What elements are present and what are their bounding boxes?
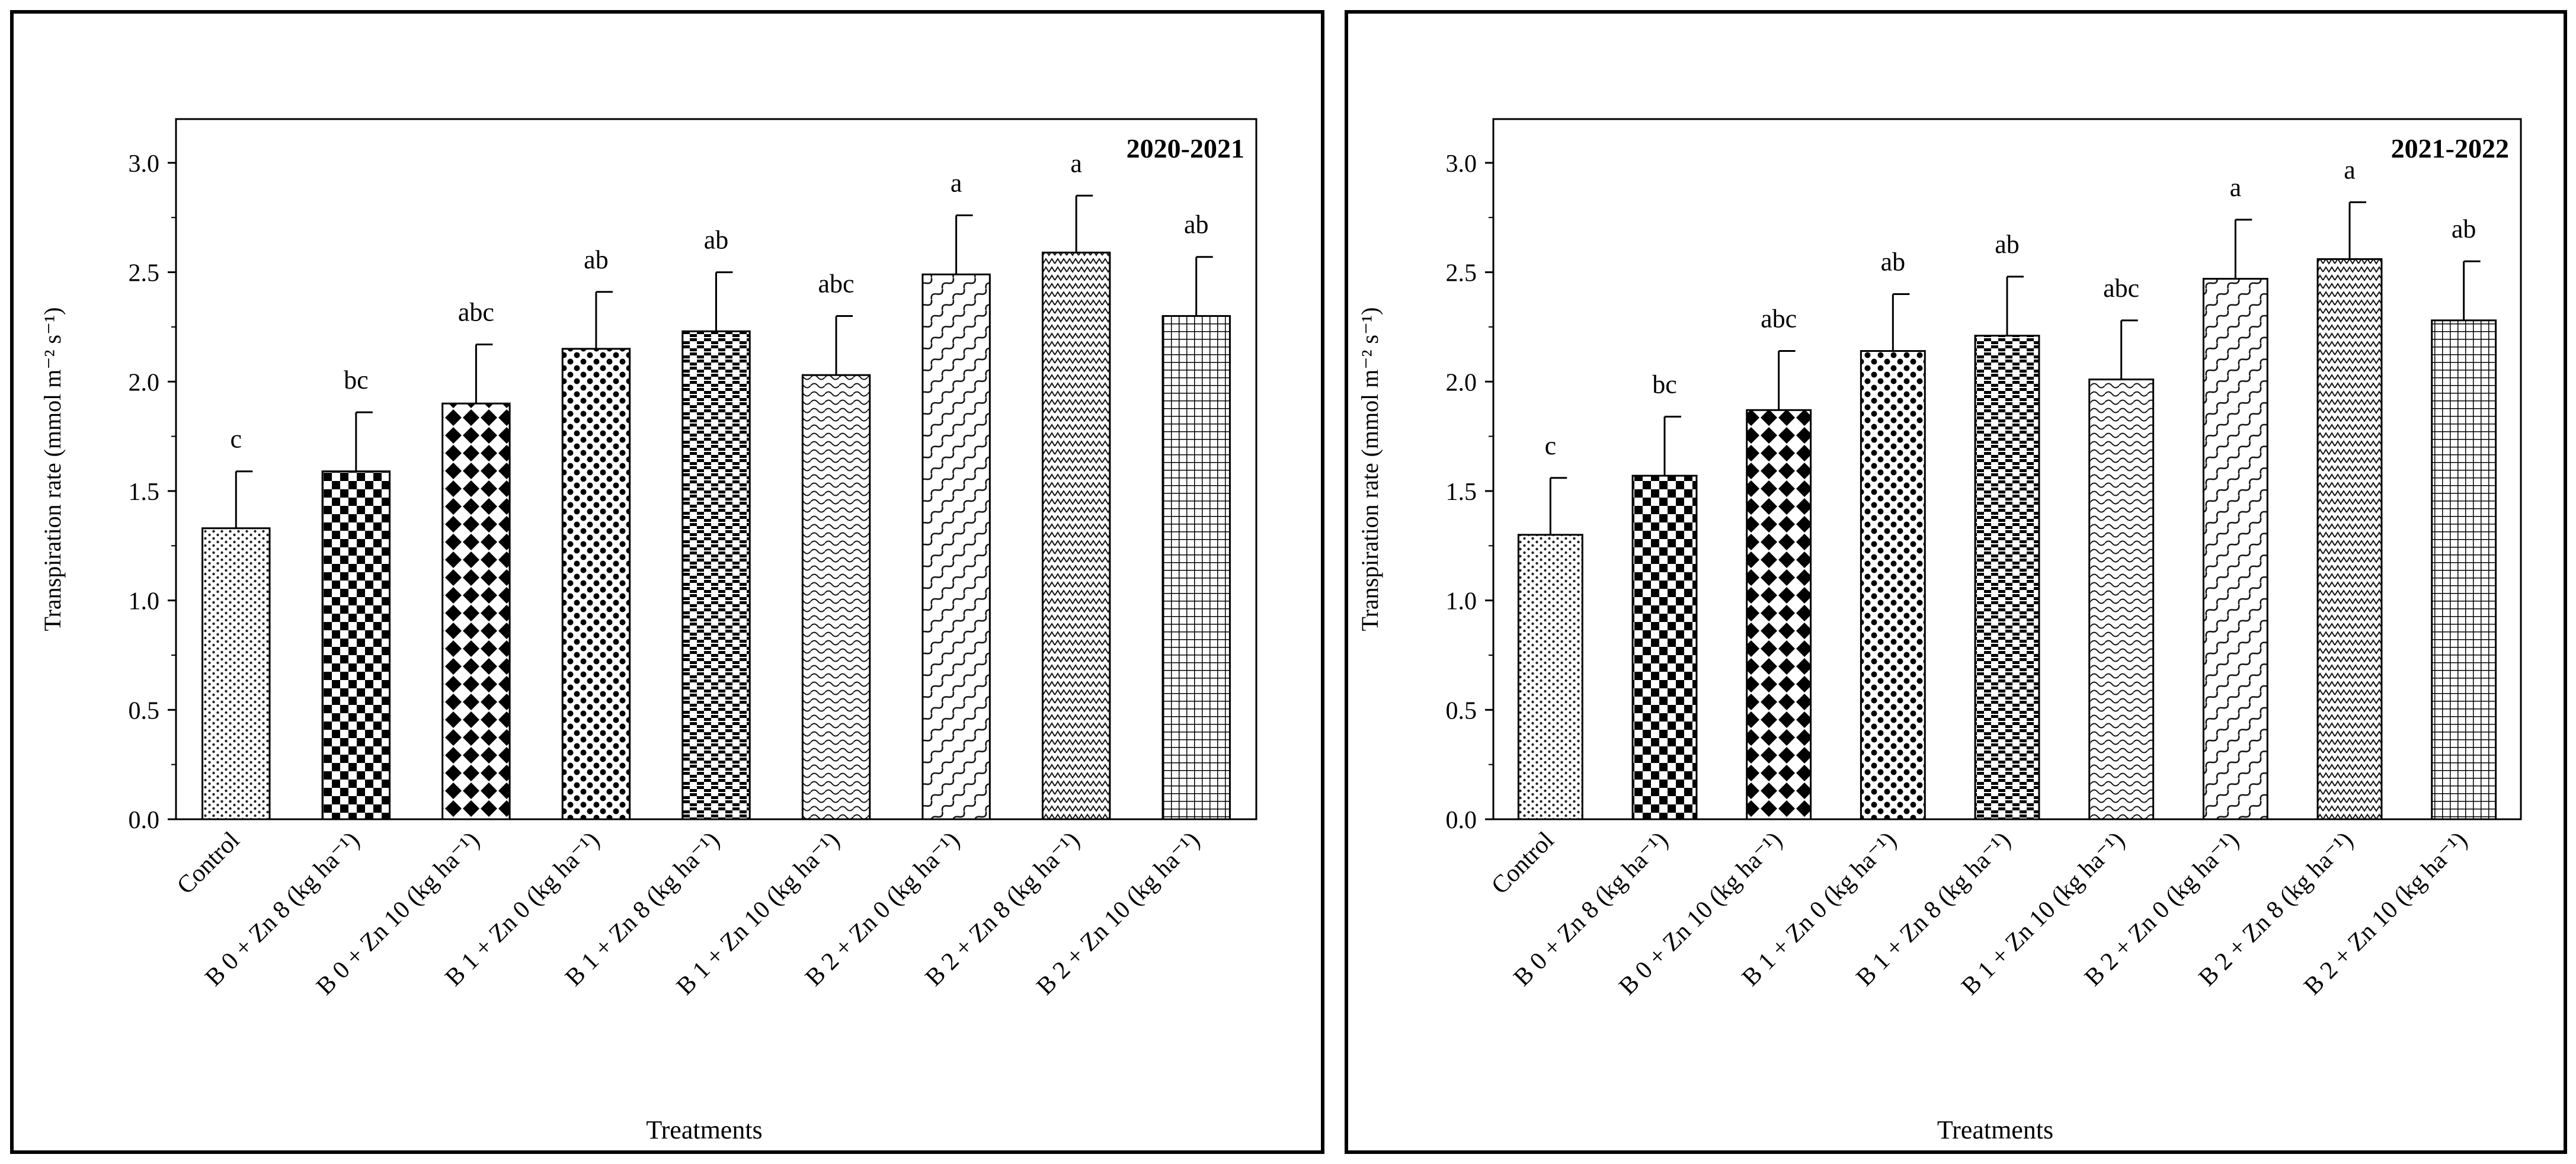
significance-letter: a bbox=[1070, 149, 1082, 178]
chart-title: 2021-2022 bbox=[2391, 133, 2509, 163]
bar bbox=[2431, 319, 2497, 820]
y-tick-label: 0.5 bbox=[1446, 697, 1477, 724]
y-tick-label: 0.5 bbox=[129, 697, 160, 724]
y-tick-label: 1.5 bbox=[1446, 479, 1477, 506]
y-tick-label: 2.0 bbox=[1446, 369, 1477, 396]
significance-letter: abc bbox=[818, 269, 855, 298]
y-tick-label: 0.0 bbox=[129, 807, 160, 834]
significance-letter: abc bbox=[2103, 274, 2139, 303]
significance-letter: ab bbox=[2452, 214, 2476, 243]
bar bbox=[1860, 350, 1926, 820]
y-tick-label: 1.0 bbox=[1446, 588, 1477, 615]
panel-frame bbox=[1345, 10, 2567, 1154]
bar bbox=[1746, 409, 1812, 820]
y-tick-label: 1.5 bbox=[129, 479, 160, 506]
significance-letter: c bbox=[231, 425, 242, 454]
y-tick-label: 2.5 bbox=[1446, 260, 1477, 287]
bar bbox=[681, 330, 751, 820]
chart-title: 2020-2021 bbox=[1127, 133, 1244, 163]
significance-letter: ab bbox=[704, 226, 729, 255]
bar bbox=[1974, 335, 2040, 820]
significance-letter: ab bbox=[584, 245, 609, 274]
bar bbox=[921, 273, 991, 820]
y-tick-label: 3.0 bbox=[1446, 150, 1477, 178]
significance-letter: ab bbox=[1184, 210, 1209, 239]
y-tick-label: 1.0 bbox=[129, 588, 160, 615]
bar bbox=[2202, 278, 2268, 820]
significance-letter: a bbox=[951, 169, 962, 198]
significance-letter: bc bbox=[1652, 370, 1677, 399]
significance-letter: a bbox=[2344, 155, 2356, 184]
bar bbox=[201, 527, 271, 820]
significance-letter: abc bbox=[458, 297, 494, 326]
bar bbox=[321, 470, 391, 820]
x-axis-label: Treatments bbox=[646, 1115, 762, 1144]
bar bbox=[2316, 258, 2383, 820]
bar bbox=[2088, 379, 2155, 820]
y-tick-label: 2.0 bbox=[129, 369, 160, 396]
panel-frame bbox=[10, 10, 1324, 1154]
bar bbox=[441, 402, 511, 820]
bar bbox=[801, 374, 871, 820]
x-axis-label: Treatments bbox=[1937, 1115, 2053, 1144]
y-axis-label: Transpiration rate (mmol m⁻² s⁻¹) bbox=[39, 307, 66, 631]
y-tick-label: 3.0 bbox=[129, 150, 160, 178]
significance-letter: ab bbox=[1995, 230, 2020, 259]
significance-letter: ab bbox=[1881, 248, 1906, 277]
bar bbox=[1041, 251, 1111, 820]
significance-letter: bc bbox=[344, 365, 369, 395]
significance-letter: abc bbox=[1761, 304, 1797, 334]
bar bbox=[561, 348, 631, 820]
significance-letter: c bbox=[1545, 431, 1557, 460]
y-tick-label: 2.5 bbox=[129, 260, 160, 287]
y-tick-label: 0.0 bbox=[1446, 807, 1477, 834]
bar bbox=[1631, 474, 1698, 820]
bar bbox=[1161, 315, 1231, 820]
significance-letter: a bbox=[2230, 173, 2242, 202]
bar bbox=[1517, 534, 1583, 820]
y-axis-label: Transpiration rate (mmol m⁻² s⁻¹) bbox=[1356, 307, 1383, 631]
